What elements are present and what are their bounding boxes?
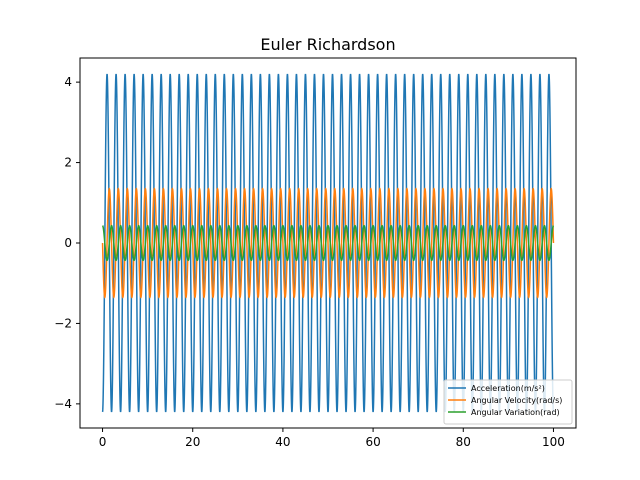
x-tick-label: 0	[99, 435, 107, 449]
y-tick-label: 0	[64, 236, 72, 250]
legend-label-3: Angular Variation(rad)	[471, 408, 560, 417]
y-tick-label: −2	[54, 316, 72, 330]
x-tick-label: 80	[456, 435, 471, 449]
legend-label-2: Angular Velocity(rad/s)	[471, 396, 562, 405]
y-tick-label: 2	[64, 156, 72, 170]
y-tick-label: 4	[64, 75, 72, 89]
legend: Acceleration(m/s²) Angular Velocity(rad/s…	[443, 379, 573, 425]
series-line-1	[101, 73, 555, 413]
chart-title: Euler Richardson	[260, 35, 395, 54]
x-axis: 0 20 40 60 80 100	[99, 428, 565, 449]
series-layer	[101, 73, 555, 413]
legend-label-1: Acceleration(m/s²)	[471, 384, 545, 393]
x-tick-label: 100	[542, 435, 565, 449]
y-axis: −4 −2 0 2 4	[54, 75, 80, 411]
legend-box	[443, 379, 573, 425]
series-line-3	[102, 224, 554, 262]
y-tick-label: −4	[54, 397, 72, 411]
x-tick-label: 40	[275, 435, 290, 449]
x-tick-label: 60	[365, 435, 380, 449]
x-tick-label: 20	[185, 435, 200, 449]
series-line-2	[101, 187, 555, 299]
